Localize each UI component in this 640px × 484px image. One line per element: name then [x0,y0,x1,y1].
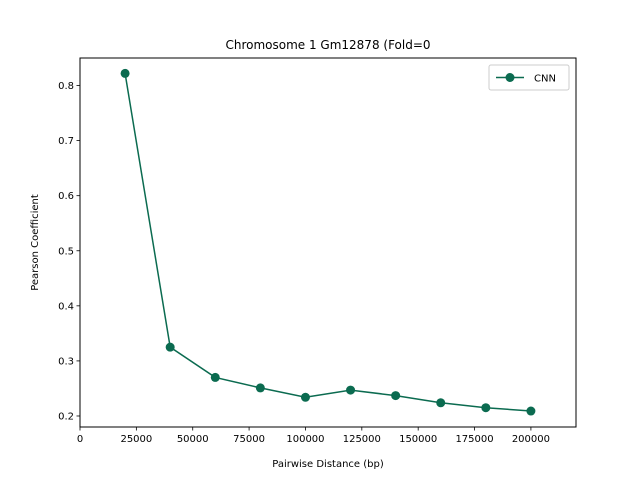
ticks-layer: 0 25000 50000 75000 100000 125000 150000 175000… [58,81,550,445]
y-tick-label: 0.8 [58,81,74,92]
data-point [210,372,220,382]
y-axis-label: Pearson Coefficient [30,194,41,291]
x-tick-label: 100000 [286,434,324,445]
data-point [120,68,130,78]
plot-frame [79,57,577,428]
x-tick-label: 200000 [512,434,550,445]
data-point [526,406,536,416]
plot-background [80,58,576,427]
data-point [300,392,310,402]
x-tick-label: 25000 [120,434,152,445]
series-layer [120,68,536,416]
x-tick-label: 175000 [455,434,493,445]
data-point [391,391,401,401]
data-point [481,403,491,413]
x-axis-label: Pairwise Distance (bp) [272,459,384,470]
legend-box [488,64,570,91]
y-tick-label: 0.4 [58,301,74,312]
legend-label: CNN [534,74,556,85]
data-point [436,398,446,408]
legend: CNN [488,64,570,91]
y-tick-label: 0.2 [58,411,74,422]
data-point [255,383,265,393]
y-tick-label: 0.5 [58,246,74,257]
x-tick-label: 150000 [399,434,437,445]
data-point [346,385,356,395]
legend-marker [505,73,515,82]
series-line [124,73,531,412]
data-point [165,342,175,352]
x-tick-label: 0 [77,434,83,445]
x-tick-label: 125000 [343,434,381,445]
x-tick-label: 75000 [233,434,265,445]
x-tick-label: 50000 [177,434,209,445]
y-tick-label: 0.6 [58,191,74,202]
y-tick-label: 0.3 [58,356,74,367]
chart-title: Chromosome 1 Gm12878 (Fold=0 [225,38,430,52]
y-tick-label: 0.7 [58,136,74,147]
